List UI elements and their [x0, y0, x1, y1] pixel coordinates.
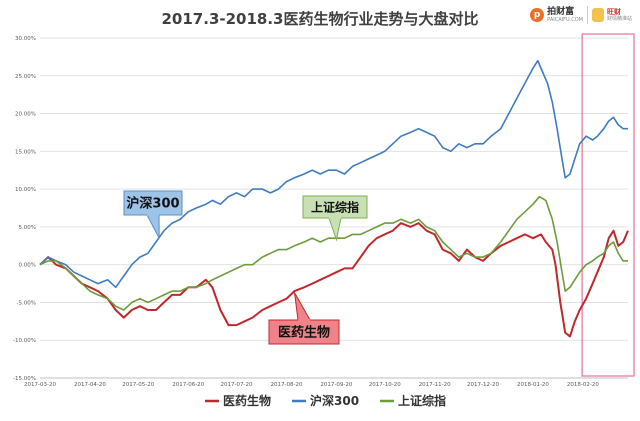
- y-tick-label-9: -15.00%: [13, 376, 36, 382]
- wangcai-logo-icon: [591, 8, 604, 22]
- x-tick-label-3: 2017-06-20: [172, 382, 204, 388]
- x-tick-label-9: 2017-12-20: [467, 382, 499, 388]
- highlight-window-box: [581, 33, 635, 377]
- brand-logos: p 拍财富 PAICAIFU.COM 旺财 财情精准站: [530, 6, 632, 24]
- x-tick-label-6: 2017-09-20: [320, 382, 352, 388]
- y-tick-label-8: -10.00%: [13, 338, 36, 344]
- callout-label-2: 医药生物: [278, 325, 330, 341]
- chart-title: 2017.3-2018.3医药生物行业走势与大盘对比: [161, 10, 479, 28]
- wangcai-logo-sub: 财情精准站: [606, 16, 632, 22]
- series-line-2: [39, 195, 628, 311]
- callout-box-2: [268, 319, 340, 345]
- x-tick-label-0: 2017-03-20: [24, 382, 56, 388]
- logo-divider: [586, 6, 588, 24]
- callout-label-0: 沪深300: [126, 196, 179, 212]
- legend-label-0: 医药生物: [223, 393, 271, 408]
- legend-label-1: 沪深300: [310, 393, 359, 408]
- callout-box-0: [123, 190, 183, 216]
- x-tick-label-4: 2017-07-20: [221, 382, 253, 388]
- x-tick-label-10: 2018-01-20: [517, 382, 549, 388]
- paicaifu-logo: p 拍财富 PAICAIFU.COM: [530, 7, 583, 23]
- paicaifu-logo-sub: PAICAIFU.COM: [547, 17, 583, 23]
- y-tick-label-7: -5.00%: [17, 300, 36, 306]
- y-tick-label-6: 0.00%: [19, 263, 36, 269]
- x-tick-label-5: 2017-08-20: [270, 382, 302, 388]
- legend-label-2: 上证综指: [398, 393, 446, 408]
- callout-tail-1: [328, 217, 342, 242]
- y-tick-label-4: 10.00%: [15, 187, 36, 193]
- callout-tail-2: [294, 292, 311, 321]
- paicaifu-logo-name: 拍财富: [547, 7, 575, 17]
- x-tick-label-2: 2017-05-20: [122, 382, 154, 388]
- y-tick-label-5: 5.00%: [19, 225, 36, 231]
- y-tick-label-2: 20.00%: [15, 112, 36, 118]
- x-tick-label-8: 2017-11-20: [419, 382, 451, 388]
- x-tick-label-7: 2017-10-20: [369, 382, 401, 388]
- series-line-0: [39, 222, 629, 338]
- y-tick-label-1: 25.00%: [15, 74, 36, 80]
- x-tick-label-1: 2017-04-20: [74, 382, 106, 388]
- callout-label-1: 上证综指: [311, 199, 359, 214]
- x-tick-label-11: 2018-02-20: [567, 382, 599, 388]
- y-tick-label-0: 30.00%: [15, 36, 36, 42]
- paicaifu-logo-mark: p: [530, 8, 545, 22]
- wangcai-logo: 旺财 财情精准站: [591, 8, 632, 22]
- series-line-1: [39, 59, 628, 289]
- wangcai-logo-name: 旺财: [606, 8, 621, 16]
- y-tick-label-3: 15.00%: [15, 149, 36, 155]
